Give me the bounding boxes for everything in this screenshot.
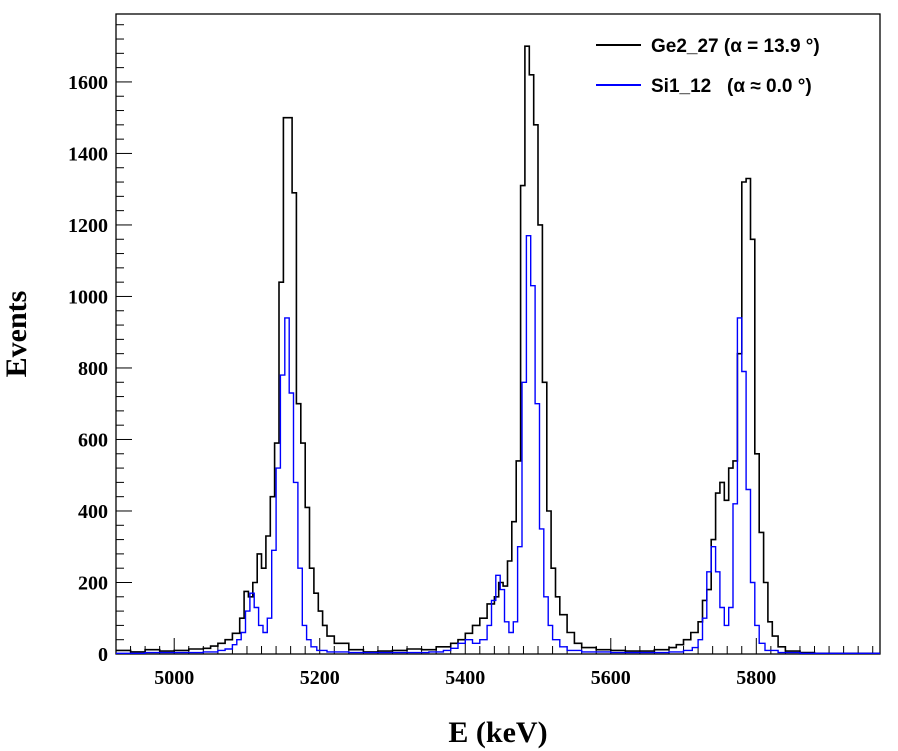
x-tick-label: 5000 — [154, 667, 194, 689]
y-tick-label: 200 — [78, 572, 108, 594]
legend: Ge2_27 (α = 13.9 °) Si1_12 (α ≈ 0.0 °) — [596, 36, 820, 97]
y-axis-ticks: 0 200 400 600 800 1000 1200 1400 1600 — [68, 24, 132, 666]
x-axis-ticks: 5000 5200 5400 5600 5800 — [115, 638, 874, 689]
x-axis-title: E (keV) — [448, 716, 547, 749]
series-si1-12-line — [116, 235, 880, 654]
y-tick-label: 1000 — [68, 286, 108, 308]
series-ge2-27-line — [116, 45, 880, 655]
series-layer — [116, 45, 880, 655]
x-tick-label: 5600 — [591, 667, 631, 689]
y-tick-label: 1400 — [68, 143, 108, 165]
x-tick-label: 5200 — [300, 667, 340, 689]
y-tick-label: 0 — [98, 644, 108, 666]
plot-frame — [115, 13, 881, 655]
y-tick-label: 1600 — [68, 72, 108, 94]
x-tick-label: 5800 — [736, 667, 776, 689]
y-tick-label: 1200 — [68, 215, 108, 237]
y-tick-label: 800 — [78, 358, 108, 380]
y-tick-label: 400 — [78, 501, 108, 523]
x-tick-label: 5400 — [445, 667, 485, 689]
legend-label: Si1_12 (α ≈ 0.0 °) — [651, 76, 812, 97]
y-tick-label: 600 — [78, 429, 108, 451]
y-axis-title: Events — [0, 291, 33, 378]
legend-label: Ge2_27 (α = 13.9 °) — [651, 36, 820, 57]
